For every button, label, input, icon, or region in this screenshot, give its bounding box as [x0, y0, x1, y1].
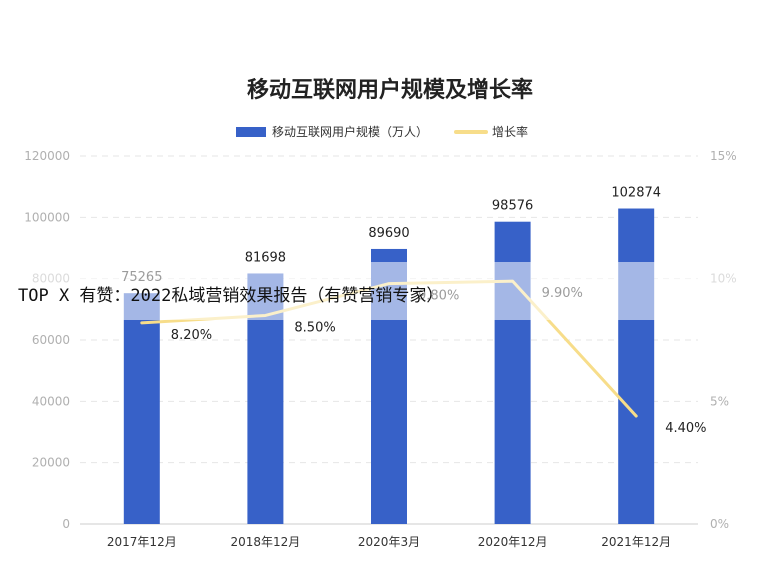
watermark-band [0, 262, 774, 320]
line-value-label: 8.50% [294, 320, 335, 335]
legend-swatch-bar [236, 127, 266, 137]
x-tick-label: 2021年12月 [601, 535, 671, 549]
watermark-text: TOP X 有赞：2022私域营销效果报告（有赞营销专家） [18, 286, 444, 306]
chart-title: 移动互联网用户规模及增长率 [247, 77, 533, 103]
legend-label-bar: 移动互联网用户规模（万人） [272, 124, 428, 139]
legend: 移动互联网用户规模（万人） 增长率 [236, 124, 528, 139]
bar-series [123, 208, 655, 525]
y-axis-right: 0%5%10%15% [710, 149, 737, 531]
x-tick-label: 2020年3月 [358, 535, 420, 549]
line-value-label: 4.40% [665, 421, 706, 436]
y2-tick-label: 0% [710, 517, 729, 531]
bar-value-label: 81698 [245, 250, 286, 265]
legend-label-line: 增长率 [492, 124, 528, 139]
y-tick-label: 40000 [32, 394, 70, 408]
x-axis: 2017年12月 2018年12月 2020年3月 2020年12月 2021年12月 [107, 535, 671, 549]
line-value-label: 8.20% [171, 328, 212, 343]
x-tick-label: 2017年12月 [107, 535, 177, 549]
y2-tick-label: 5% [710, 394, 729, 408]
y-tick-label: 20000 [32, 456, 70, 470]
y-tick-label: 60000 [32, 333, 70, 347]
y2-tick-label: 15% [710, 149, 737, 163]
bar-value-label: 89690 [368, 226, 409, 241]
bar [618, 208, 655, 525]
y-tick-label: 120000 [24, 149, 70, 163]
x-tick-label: 2018年12月 [230, 535, 300, 549]
bar-value-label: 98576 [492, 199, 533, 214]
y-axis-left: 020000400006000080000100000120000 [24, 149, 70, 531]
y-tick-label: 100000 [24, 210, 70, 224]
bar-value-label: 102874 [611, 186, 661, 201]
bar [123, 293, 160, 524]
y-tick-label: 0 [62, 517, 70, 531]
x-tick-label: 2020年12月 [478, 535, 548, 549]
